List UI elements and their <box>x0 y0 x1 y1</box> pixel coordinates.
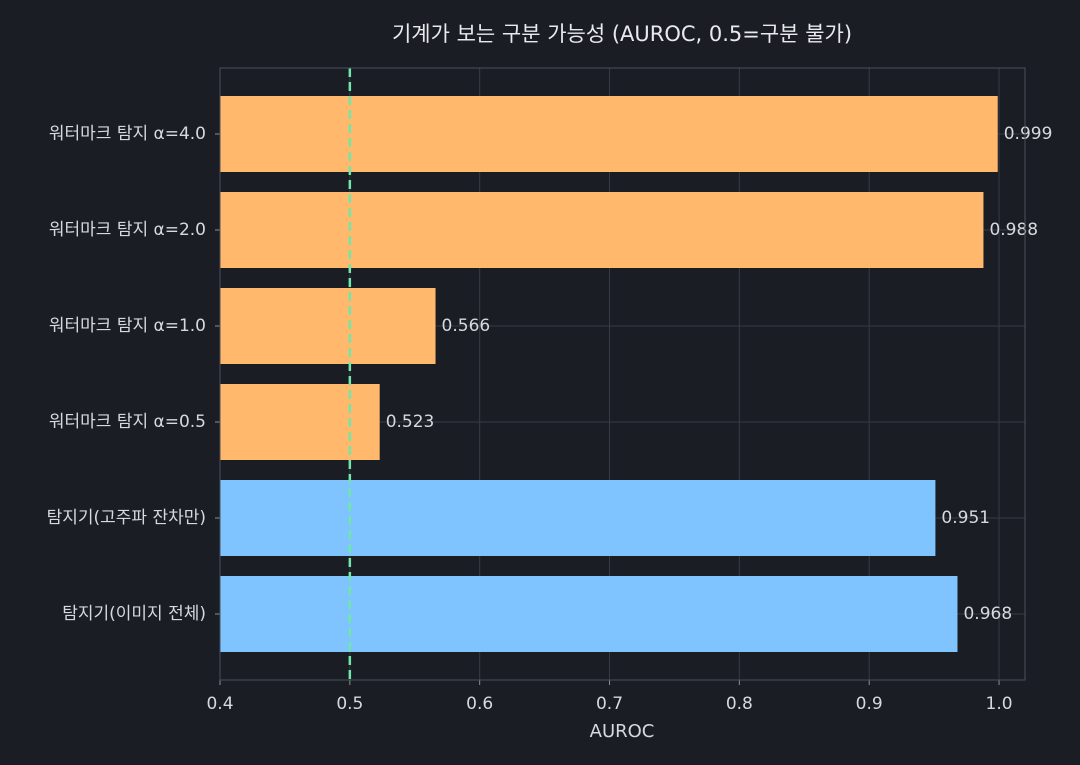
x-tick-label: 0.5 <box>336 694 363 714</box>
bar <box>220 192 984 268</box>
x-tick-label: 0.8 <box>726 694 753 714</box>
y-tick-label: 워터마크 탐지 α=4.0 <box>49 124 206 144</box>
x-tick-label: 1.0 <box>986 694 1013 714</box>
value-label: 0.999 <box>1004 124 1053 144</box>
bar <box>220 480 936 556</box>
x-tick-label: 0.7 <box>596 694 623 714</box>
x-tick-label: 0.9 <box>856 694 883 714</box>
y-tick-label: 워터마크 탐지 α=1.0 <box>49 316 206 336</box>
bar <box>220 288 436 364</box>
value-label: 0.968 <box>963 604 1012 624</box>
y-tick-label: 탐지기(이미지 전체) <box>62 604 206 624</box>
value-label: 0.988 <box>989 220 1038 240</box>
plot-frame <box>219 67 1026 681</box>
y-tick-label: 워터마크 탐지 α=0.5 <box>49 412 206 432</box>
value-label: 0.523 <box>386 412 435 432</box>
value-label: 0.951 <box>941 508 990 528</box>
x-tick-label: 0.6 <box>466 694 493 714</box>
bar <box>220 96 998 172</box>
x-axis-label: AUROC <box>590 721 655 742</box>
value-label: 0.566 <box>442 316 491 336</box>
y-tick-label: 워터마크 탐지 α=2.0 <box>49 220 206 240</box>
bar <box>220 384 380 460</box>
y-tick-label: 탐지기(고주파 잔차만) <box>47 508 206 528</box>
chart-title: 기계가 보는 구분 가능성 (AUROC, 0.5=구분 불가) <box>392 22 852 46</box>
bar <box>220 576 958 652</box>
x-tick-label: 0.4 <box>206 694 233 714</box>
